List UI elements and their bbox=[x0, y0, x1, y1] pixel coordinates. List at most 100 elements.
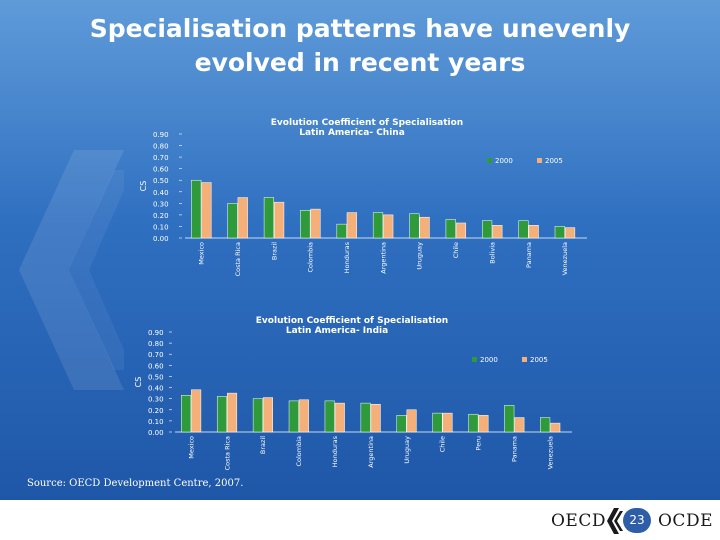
bar-2000-colombia bbox=[288, 400, 299, 433]
bar-2000-brazil bbox=[263, 197, 275, 239]
legend-swatch-2005 bbox=[537, 158, 542, 163]
x-tick-label: Venezuela bbox=[546, 436, 554, 469]
bar-2005-colombia bbox=[298, 399, 309, 433]
source-note: Source: OECD Development Centre, 2007. bbox=[27, 478, 244, 489]
slide-title: Specialisation patterns have unevenly ev… bbox=[60, 12, 660, 80]
bar-2005-honduras bbox=[346, 212, 357, 239]
y-tick-label: 0.90 bbox=[148, 329, 164, 337]
x-tick-label: Argentina bbox=[379, 242, 387, 274]
y-tick-label: 0.90 bbox=[153, 131, 169, 139]
bar-2000-venezuela bbox=[540, 417, 551, 433]
bar-2000-bolivia bbox=[482, 220, 493, 239]
chart-china: Evolution Coefficient of SpecialisationL… bbox=[139, 118, 587, 276]
y-tick-label: 0.00 bbox=[153, 235, 169, 243]
bar-2005-costa-rica bbox=[227, 392, 238, 433]
bar-2000-panama bbox=[518, 220, 529, 239]
y-tick-label: 0.40 bbox=[153, 189, 169, 197]
bar-2005-uruguay bbox=[406, 409, 417, 433]
bar-2000-argentina bbox=[360, 402, 371, 433]
bar-2005-venezuela bbox=[550, 422, 561, 433]
x-tick-label: Panama bbox=[525, 242, 533, 268]
bar-2000-costa-rica bbox=[227, 203, 238, 239]
x-tick-label: Brazil bbox=[270, 242, 278, 260]
slide-title-line-2: evolved in recent years bbox=[194, 48, 526, 77]
bar-2000-costa-rica bbox=[216, 396, 228, 433]
bar-2000-uruguay bbox=[396, 415, 407, 433]
chart-india: Evolution Coefficient of SpecialisationL… bbox=[134, 316, 572, 470]
x-tick-label: Panama bbox=[511, 436, 519, 462]
bar-2005-brazil bbox=[262, 397, 273, 433]
y-tick-label: 0.30 bbox=[153, 200, 169, 208]
oecd-logo-text: OECD bbox=[551, 511, 606, 531]
x-tick-label: Costa Rica bbox=[234, 242, 242, 276]
y-tick-label: 0.20 bbox=[153, 212, 169, 220]
x-tick-label: Argentina bbox=[367, 436, 375, 468]
chart-title: Evolution Coefficient of Specialisation bbox=[271, 118, 463, 128]
x-tick-label: Honduras bbox=[343, 241, 351, 273]
legend-label: 2005 bbox=[545, 157, 563, 165]
bar-2005-peru bbox=[478, 415, 489, 433]
bar-2005-venezuela bbox=[564, 227, 576, 239]
bar-2005-chile bbox=[455, 222, 467, 239]
bar-2005-chile bbox=[442, 412, 453, 433]
oecd-chevron-icon bbox=[607, 508, 623, 534]
y-tick-label: 0.70 bbox=[153, 154, 169, 162]
bar-2000-peru bbox=[468, 413, 479, 433]
oecd-chevron-watermark bbox=[19, 150, 124, 390]
y-tick-label: 0.50 bbox=[153, 177, 169, 185]
bar-2005-uruguay bbox=[419, 216, 430, 239]
x-tick-label: Chile bbox=[439, 436, 447, 452]
bar-2005-brazil bbox=[274, 201, 285, 239]
bar-2005-honduras bbox=[334, 402, 345, 433]
x-tick-label: Colombia bbox=[307, 242, 315, 273]
x-tick-label: Brazil bbox=[259, 436, 267, 454]
chart-india-panel: Evolution Coefficient of Specialisation L… bbox=[132, 312, 592, 472]
y-axis-label: CS bbox=[139, 181, 148, 192]
bar-2005-costa-rica bbox=[237, 197, 248, 239]
y-tick-label: 0.30 bbox=[148, 396, 164, 404]
chart-subtitle: Latin America- China bbox=[299, 128, 405, 138]
legend-swatch-2005 bbox=[522, 357, 527, 362]
slide-title-line-1: Specialisation patterns have unevenly bbox=[89, 14, 631, 43]
y-tick-label: 0.20 bbox=[148, 407, 164, 415]
bar-2000-chile bbox=[445, 219, 456, 239]
y-tick-label: 0.80 bbox=[148, 340, 164, 348]
footer-bar: OECD 23 OCDE bbox=[0, 500, 720, 540]
bar-2000-colombia bbox=[300, 210, 311, 239]
x-tick-label: Mexico bbox=[187, 436, 195, 459]
page-number-badge: 23 bbox=[623, 508, 651, 533]
y-tick-label: 0.50 bbox=[148, 373, 164, 381]
chart-title: Evolution Coefficient of Specialisation bbox=[256, 316, 448, 326]
bar-2000-honduras bbox=[324, 400, 335, 433]
y-tick-label: 0.40 bbox=[148, 385, 164, 393]
bar-2000-honduras bbox=[336, 223, 347, 239]
legend-label: 2000 bbox=[480, 356, 498, 364]
legend-swatch-2000 bbox=[487, 158, 492, 163]
bar-2005-panama bbox=[528, 225, 539, 239]
x-tick-label: Uruguay bbox=[403, 436, 411, 464]
x-tick-label: Venezuela bbox=[561, 242, 569, 275]
x-tick-label: Bolivia bbox=[488, 242, 496, 264]
bar-2005-argentina bbox=[383, 214, 394, 239]
bar-2005-panama bbox=[514, 417, 525, 433]
ocde-logo-text: OCDE bbox=[658, 511, 713, 531]
bar-2005-mexico bbox=[191, 389, 202, 433]
bar-2000-brazil bbox=[252, 398, 263, 433]
bar-2000-venezuela bbox=[554, 226, 565, 239]
x-tick-label: Mexico bbox=[198, 242, 206, 265]
x-tick-label: Peru bbox=[475, 436, 483, 450]
chart-subtitle: Latin America- India bbox=[286, 326, 388, 336]
y-tick-label: 0.70 bbox=[148, 351, 164, 359]
bar-2005-argentina bbox=[370, 403, 381, 433]
bar-2005-bolivia bbox=[492, 225, 503, 239]
y-tick-label: 0.60 bbox=[153, 166, 169, 174]
x-tick-label: Colombia bbox=[295, 436, 303, 467]
bar-2000-uruguay bbox=[409, 213, 420, 239]
y-tick-label: 0.00 bbox=[148, 429, 164, 437]
y-tick-label: 0.10 bbox=[148, 418, 164, 426]
bar-2005-colombia bbox=[310, 208, 321, 239]
bar-2000-panama bbox=[504, 405, 515, 433]
x-tick-label: Chile bbox=[452, 242, 460, 258]
bar-2000-mexico bbox=[181, 395, 192, 433]
bar-2000-chile bbox=[432, 412, 443, 433]
